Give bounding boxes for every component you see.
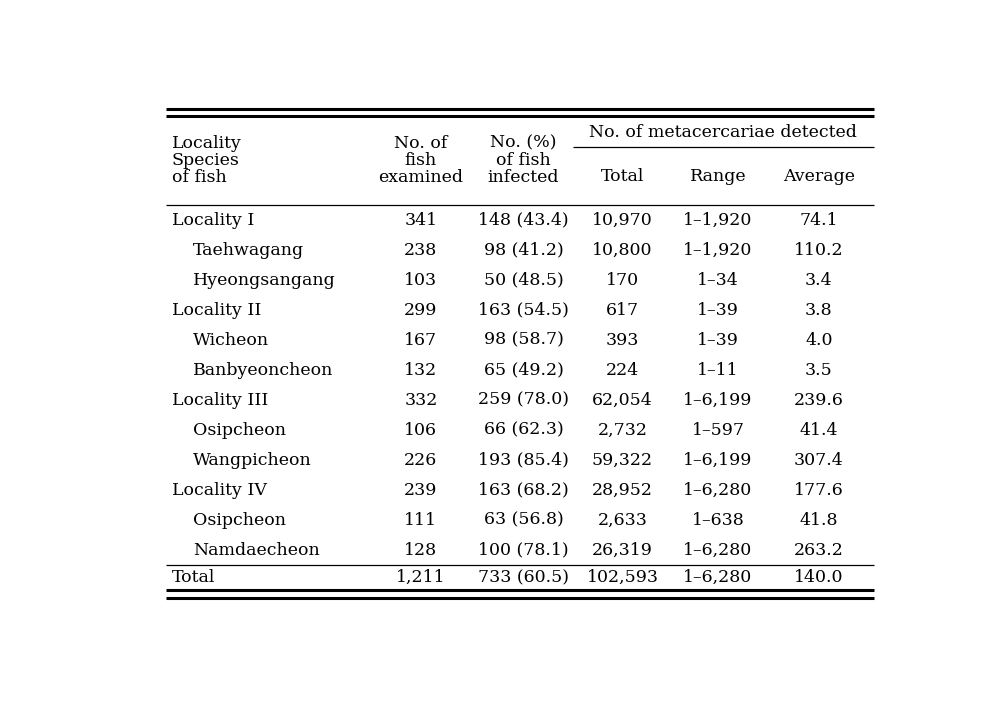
Text: 62,054: 62,054 (592, 392, 653, 409)
Text: 111: 111 (405, 512, 437, 529)
Text: 10,970: 10,970 (592, 212, 653, 229)
Text: 100 (78.1): 100 (78.1) (478, 542, 568, 559)
Text: 110.2: 110.2 (794, 242, 843, 258)
Text: 1–6,280: 1–6,280 (683, 542, 753, 559)
Text: 239.6: 239.6 (794, 392, 844, 409)
Text: examined: examined (378, 170, 463, 186)
Text: 3.5: 3.5 (805, 362, 832, 378)
Text: 66 (62.3): 66 (62.3) (483, 422, 563, 439)
Text: 1–1,920: 1–1,920 (683, 212, 753, 229)
Text: 238: 238 (405, 242, 437, 258)
Text: 1–39: 1–39 (697, 302, 739, 318)
Text: 393: 393 (606, 331, 639, 349)
Text: 28,952: 28,952 (592, 482, 653, 499)
Text: 1,211: 1,211 (396, 570, 445, 586)
Text: Banbyeoncheon: Banbyeoncheon (193, 362, 333, 378)
Text: Hyeongsangang: Hyeongsangang (193, 271, 336, 289)
Text: 193 (85.4): 193 (85.4) (478, 452, 568, 469)
Text: of fish: of fish (496, 152, 551, 169)
Text: 63 (56.8): 63 (56.8) (483, 512, 563, 529)
Text: 1–6,280: 1–6,280 (683, 570, 753, 586)
Text: No. (%): No. (%) (490, 135, 557, 152)
Text: Total: Total (172, 570, 215, 586)
Text: Range: Range (689, 168, 746, 185)
Text: 239: 239 (404, 482, 437, 499)
Text: Locality I: Locality I (172, 212, 254, 229)
Text: 50 (48.5): 50 (48.5) (483, 271, 563, 289)
Text: 1–39: 1–39 (697, 331, 739, 349)
Text: 1–597: 1–597 (691, 422, 744, 439)
Text: 1–6,280: 1–6,280 (683, 482, 753, 499)
Text: 103: 103 (405, 271, 437, 289)
Text: 98 (58.7): 98 (58.7) (483, 331, 563, 349)
Text: No. of: No. of (394, 135, 447, 152)
Text: Locality: Locality (172, 135, 242, 152)
Text: Namdaecheon: Namdaecheon (193, 542, 319, 559)
Text: 102,593: 102,593 (586, 570, 659, 586)
Text: 167: 167 (405, 331, 437, 349)
Text: 1–11: 1–11 (697, 362, 739, 378)
Text: 2,732: 2,732 (597, 422, 648, 439)
Text: 41.4: 41.4 (800, 422, 838, 439)
Text: 1–6,199: 1–6,199 (683, 452, 753, 469)
Text: 341: 341 (405, 212, 437, 229)
Text: 1–6,199: 1–6,199 (683, 392, 753, 409)
Text: Taehwagang: Taehwagang (193, 242, 305, 258)
Text: 332: 332 (404, 392, 437, 409)
Text: 224: 224 (606, 362, 639, 378)
Text: 733 (60.5): 733 (60.5) (478, 570, 569, 586)
Text: 2,633: 2,633 (597, 512, 648, 529)
Text: 3.4: 3.4 (805, 271, 832, 289)
Text: 226: 226 (405, 452, 437, 469)
Text: 259 (78.0): 259 (78.0) (478, 392, 569, 409)
Text: fish: fish (405, 152, 437, 169)
Text: 98 (41.2): 98 (41.2) (483, 242, 563, 258)
Text: 163 (54.5): 163 (54.5) (478, 302, 568, 318)
Text: Locality II: Locality II (172, 302, 261, 318)
Text: 1–34: 1–34 (697, 271, 739, 289)
Text: 177.6: 177.6 (794, 482, 843, 499)
Text: Osipcheon: Osipcheon (193, 512, 286, 529)
Text: Locality III: Locality III (172, 392, 268, 409)
Text: 263.2: 263.2 (794, 542, 844, 559)
Text: 106: 106 (405, 422, 437, 439)
Text: 41.8: 41.8 (800, 512, 838, 529)
Text: Osipcheon: Osipcheon (193, 422, 286, 439)
Text: Locality IV: Locality IV (172, 482, 267, 499)
Text: 26,319: 26,319 (592, 542, 653, 559)
Text: 299: 299 (404, 302, 437, 318)
Text: 1–1,920: 1–1,920 (683, 242, 753, 258)
Text: No. of metacercariae detected: No. of metacercariae detected (589, 124, 857, 142)
Text: Total: Total (601, 168, 644, 185)
Text: 128: 128 (405, 542, 437, 559)
Text: 10,800: 10,800 (592, 242, 653, 258)
Text: 59,322: 59,322 (592, 452, 653, 469)
Text: infected: infected (488, 170, 559, 186)
Text: of fish: of fish (172, 170, 227, 186)
Text: 1–638: 1–638 (691, 512, 744, 529)
Text: 3.8: 3.8 (805, 302, 832, 318)
Text: 163 (68.2): 163 (68.2) (478, 482, 568, 499)
Text: 140.0: 140.0 (794, 570, 843, 586)
Text: 4.0: 4.0 (806, 331, 832, 349)
Text: 132: 132 (405, 362, 437, 378)
Text: Wicheon: Wicheon (193, 331, 269, 349)
Text: 307.4: 307.4 (794, 452, 843, 469)
Text: Wangpicheon: Wangpicheon (193, 452, 311, 469)
Text: Species: Species (172, 152, 240, 169)
Text: 170: 170 (606, 271, 639, 289)
Text: 148 (43.4): 148 (43.4) (478, 212, 568, 229)
Text: 74.1: 74.1 (800, 212, 838, 229)
Text: Average: Average (783, 168, 855, 185)
Text: 65 (49.2): 65 (49.2) (483, 362, 563, 378)
Text: 617: 617 (606, 302, 639, 318)
